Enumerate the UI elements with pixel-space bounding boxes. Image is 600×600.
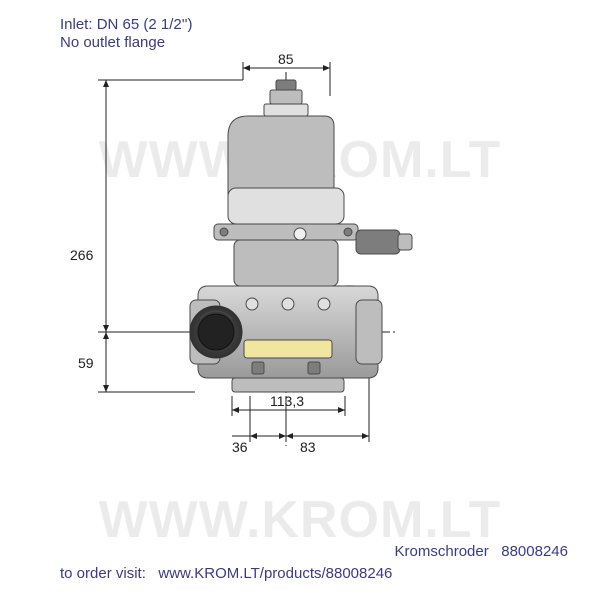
order-url: www.KROM.LT/products/88008246 bbox=[158, 565, 392, 582]
dim-base-width: 113,3 bbox=[232, 393, 345, 416]
brand-label: Kromschroder bbox=[395, 543, 489, 560]
dim-base-right-value: 83 bbox=[300, 439, 316, 455]
dim-height-main-value: 266 bbox=[70, 247, 94, 263]
dim-height-lower-value: 59 bbox=[78, 355, 94, 371]
dim-height-lower: 59 bbox=[78, 332, 195, 392]
dim-top-width-value: 85 bbox=[278, 51, 294, 67]
part-number: 88008246 bbox=[501, 543, 568, 560]
brand-and-part: Kromschroder 88008246 bbox=[395, 543, 568, 560]
dim-base-width-value: 113,3 bbox=[270, 393, 304, 409]
dim-base-left-value: 36 bbox=[232, 439, 248, 455]
order-prefix: to order visit: bbox=[60, 565, 146, 582]
stage: Inlet: DN 65 (2 1/2'') No outlet flange … bbox=[0, 0, 600, 600]
valve bbox=[190, 80, 412, 392]
technical-drawing: 85 266 59 113,3 36 bbox=[0, 0, 600, 600]
order-line: to order visit: www.KROM.LT/products/880… bbox=[60, 565, 392, 582]
